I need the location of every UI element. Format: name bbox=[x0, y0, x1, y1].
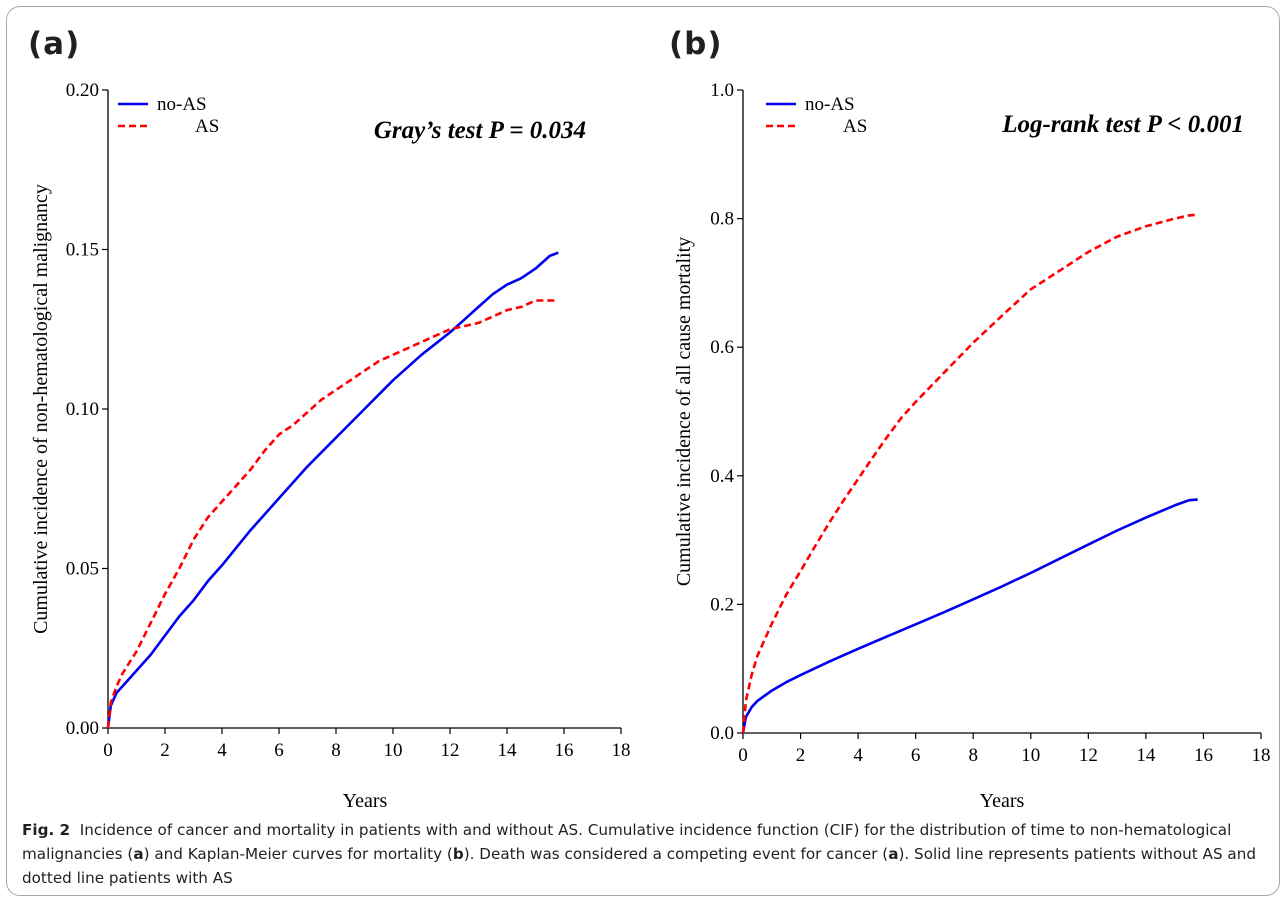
panel-a-x-tick-label: 16 bbox=[555, 740, 574, 761]
panel-a-series-as-line bbox=[106, 299, 559, 729]
caption-label: Fig. 2 bbox=[22, 821, 71, 839]
panel-a-x-tick-label: 10 bbox=[384, 740, 403, 761]
panel-b-legend-label-as: AS bbox=[843, 116, 867, 137]
panel-a-series-no-as-line bbox=[106, 251, 559, 729]
caption-ref-a2: a bbox=[888, 845, 899, 863]
panel-a-y-tick-label: 0.15 bbox=[66, 240, 99, 261]
caption-text-2: ) and Kaplan-Meier curves for mortality … bbox=[143, 845, 453, 863]
panel-b-x-axis-label: Years bbox=[980, 790, 1025, 812]
panel-b-x-tick-label: 8 bbox=[968, 745, 978, 766]
panel-b-x-tick-label: 14 bbox=[1136, 745, 1156, 766]
panel-a-x-tick-label: 12 bbox=[441, 740, 460, 761]
panel-a-x-axis-label: Years bbox=[343, 790, 388, 812]
panel-a-legend-label-no-as: no-AS bbox=[157, 94, 207, 115]
panel-b-test-annotation: Log-rank test P < 0.001 bbox=[1001, 111, 1244, 138]
panel-a-y-axis-label: Cumulative incidence of non-hematologica… bbox=[30, 184, 52, 634]
panel-a-test-annotation: Gray’s test P = 0.034 bbox=[374, 117, 586, 144]
panel-b-y-tick-label: 0.0 bbox=[710, 723, 734, 744]
figure-caption: Fig. 2 Incidence of cancer and mortality… bbox=[22, 818, 1267, 890]
panel-b-x-tick-label: 16 bbox=[1194, 745, 1213, 766]
panel-a-y-tick-label: 0.00 bbox=[66, 718, 99, 739]
panel-a-legend-label-as: AS bbox=[195, 116, 219, 137]
caption-text-1: Incidence of cancer and mortality in pat… bbox=[22, 821, 1232, 863]
panel-a-x-tick-label: 8 bbox=[331, 740, 341, 761]
panel-b-legend-label-no-as: no-AS bbox=[805, 94, 855, 115]
panel-b-y-tick-label: 0.6 bbox=[710, 337, 734, 358]
panel-b-x-tick-label: 18 bbox=[1252, 745, 1271, 766]
panel-b-series-no-as-line bbox=[741, 498, 1198, 734]
panel-letter-b: (b) bbox=[669, 26, 723, 62]
panel-a-y-tick-label: 0.20 bbox=[66, 80, 99, 101]
panel-a-x-tick-label: 6 bbox=[274, 740, 284, 761]
caption-text-3: ). Death was considered a competing even… bbox=[463, 845, 889, 863]
panel-a-x-tick-label: 14 bbox=[498, 740, 518, 761]
panel-a-x-tick-label: 4 bbox=[217, 740, 227, 761]
panel-b-x-tick-label: 2 bbox=[796, 745, 806, 766]
panel-b-series-as-line bbox=[741, 213, 1198, 734]
caption-ref-a: a bbox=[133, 845, 144, 863]
panel-b-y-tick-label: 0.2 bbox=[710, 594, 734, 615]
caption-ref-b: b bbox=[452, 845, 464, 863]
panel-b-x-tick-label: 6 bbox=[911, 745, 921, 766]
panel-a-x-tick-label: 0 bbox=[103, 740, 113, 761]
panel-b-x-tick-label: 12 bbox=[1079, 745, 1098, 766]
panel-b-x-tick-label: 0 bbox=[738, 745, 748, 766]
figure-frame bbox=[6, 6, 1280, 896]
caption-text-4: ). Solid line represents patients withou… bbox=[22, 845, 1256, 887]
panel-a-x-tick-label: 2 bbox=[160, 740, 170, 761]
panel-a-y-tick-label: 0.05 bbox=[66, 559, 99, 580]
panel-b-y-tick-label: 1.0 bbox=[710, 80, 734, 101]
panel-b-y-tick-label: 0.8 bbox=[710, 209, 734, 230]
panel-letter-a: (a) bbox=[28, 26, 81, 62]
panel-b-y-tick-label: 0.4 bbox=[710, 466, 734, 487]
panel-b-x-tick-label: 10 bbox=[1021, 745, 1040, 766]
panel-b-y-axis-label: Cumulative incidence of all cause mortal… bbox=[673, 237, 695, 586]
panel-b-x-tick-label: 4 bbox=[853, 745, 863, 766]
panel-a-y-tick-label: 0.10 bbox=[66, 399, 99, 420]
panel-a-x-tick-label: 18 bbox=[612, 740, 631, 761]
